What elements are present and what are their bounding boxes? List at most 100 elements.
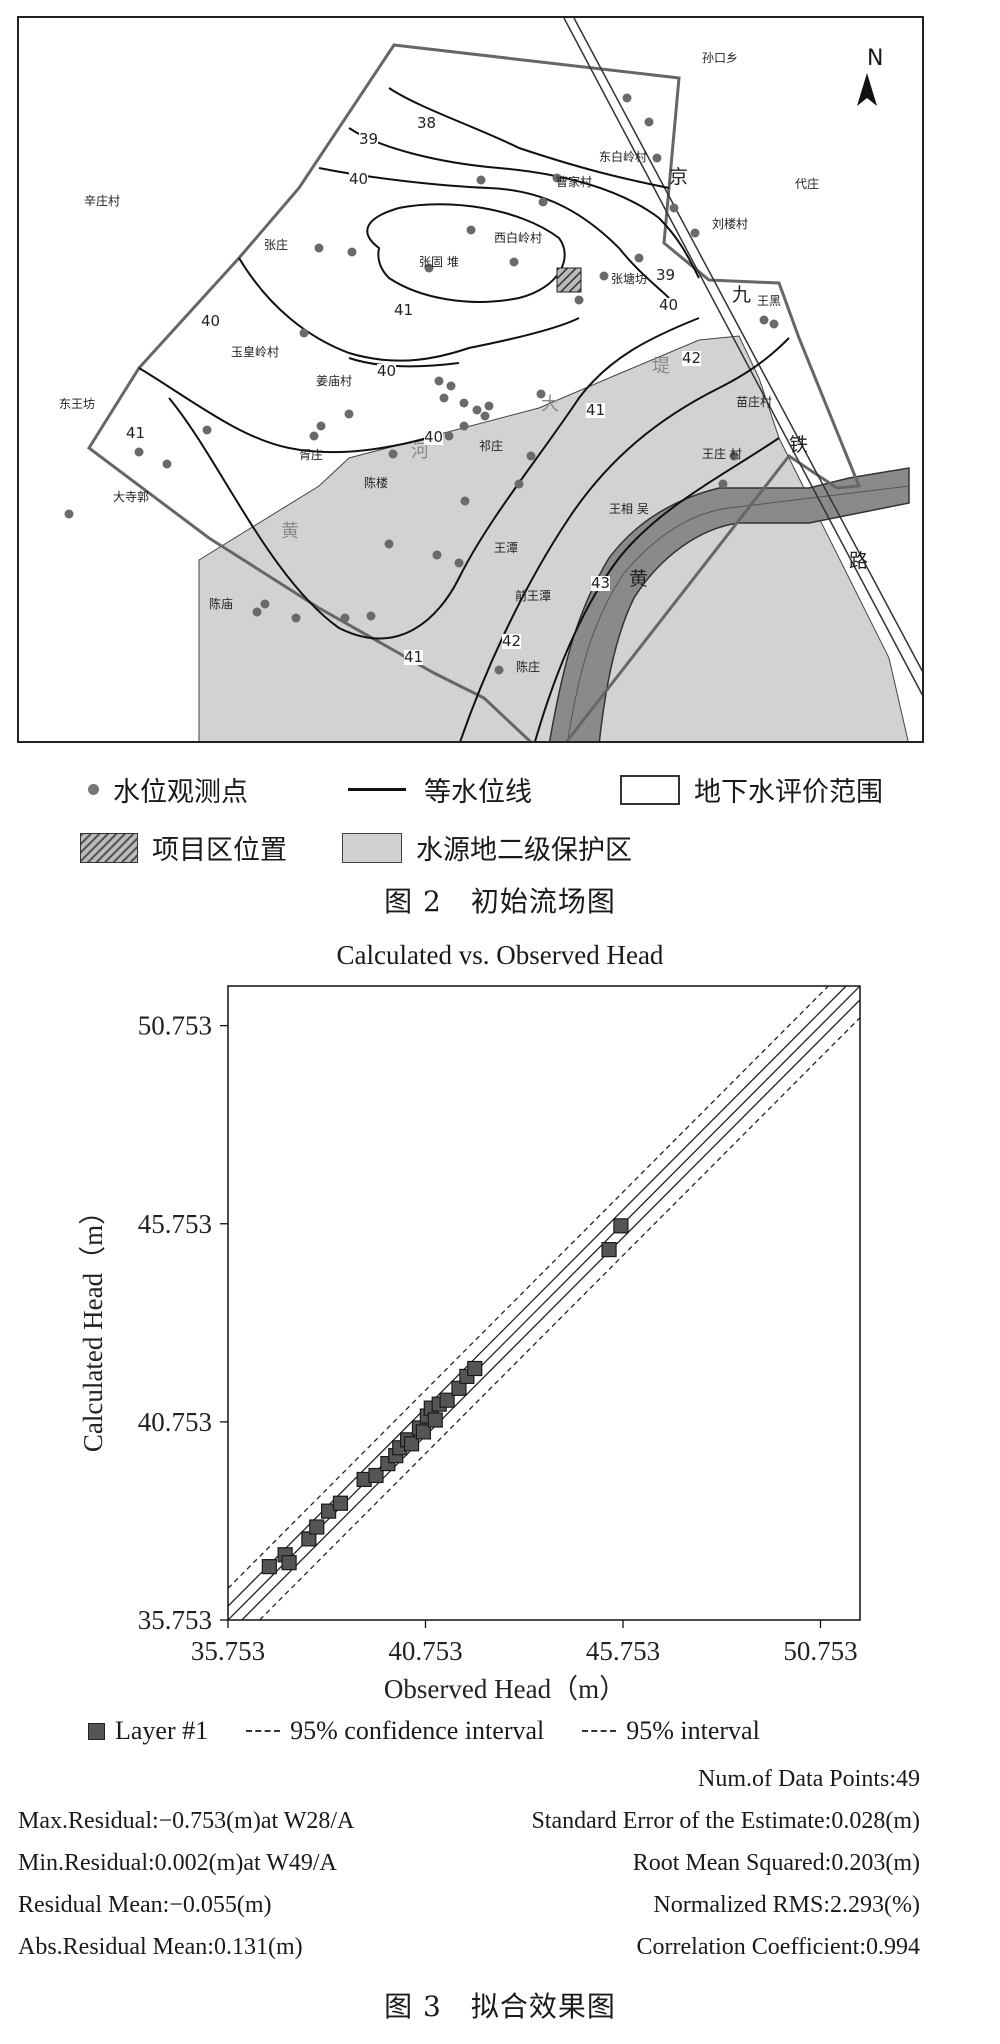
fit-lines — [228, 986, 860, 1620]
place-label: 铁 — [789, 434, 809, 456]
place-label: 张庄 — [264, 238, 289, 252]
place-label: 东王坊 — [59, 397, 96, 411]
place-label: 辛庄村 — [84, 194, 121, 208]
flow-field-map: N 孙口乡 东白岭村 京 代庄 辛庄村 曹家村 刘楼村 张庄 西白岭村 张固 堆… — [17, 16, 924, 743]
legend-label: 等水位线 — [424, 777, 532, 808]
legend-obs-point: 水位观测点 — [88, 770, 248, 809]
place-label: 姜庙村 — [316, 374, 353, 388]
place-label: 九 — [732, 284, 752, 306]
stat-max-residual: Max.Residual:−0.753(m)at W28/A — [18, 1808, 355, 1834]
eval-range-symbol — [620, 774, 680, 805]
place-label: 陈庄 — [516, 660, 541, 674]
place-label: 孙口乡 — [702, 51, 739, 65]
contour-lines — [138, 87, 790, 741]
legend-label: 水位观测点 — [113, 777, 248, 808]
place-label: 陈庙 — [209, 597, 234, 611]
place-label: 堤 — [652, 356, 670, 377]
stat-rms: Root Mean Squared:0.203(m) — [632, 1850, 920, 1876]
legend-eval-range: 地下水评价范围 — [620, 770, 883, 809]
data-point — [321, 1503, 337, 1519]
data-point — [301, 1531, 317, 1547]
contour-label: 41 — [126, 424, 146, 442]
place-label: 代庄 — [795, 177, 820, 191]
contour-label: 40 — [659, 296, 679, 314]
place-label: 曹家村 — [556, 175, 593, 189]
project-area — [556, 267, 582, 293]
place-label: 祁庄 — [479, 439, 504, 453]
confidence-interval-lower — [258, 1017, 860, 1620]
project-area-symbol — [80, 832, 138, 863]
map-drawing — [64, 18, 922, 741]
place-label: 路 — [849, 550, 869, 572]
protection-zone-symbol — [342, 832, 402, 863]
figure-2-caption: 图 2 初始流场图 — [384, 885, 616, 918]
y-tick-label: 40.753 — [138, 1407, 212, 1437]
stat-residual-mean: Residual Mean:−0.055(m) — [18, 1892, 272, 1918]
x-tick-label: 50.753 — [783, 1636, 857, 1666]
x-tick-label: 35.753 — [191, 1636, 265, 1666]
legend-label: 项目区位置 — [152, 835, 287, 866]
chart-legend: Layer #1 95% confidence interval 95% int… — [88, 1713, 968, 1749]
y-axis-label: Calculated Head（m） — [78, 1198, 108, 1452]
data-point — [261, 1559, 277, 1575]
data-point — [601, 1242, 617, 1258]
data-point — [415, 1424, 432, 1440]
legend-contour: 等水位线 — [348, 770, 532, 809]
data-point — [451, 1380, 467, 1396]
stat-correlation: Correlation Coefficient:0.994 — [636, 1934, 921, 1960]
plot-frame — [227, 985, 861, 1621]
y-tick-label: 50.753 — [138, 1011, 212, 1041]
contour-label: 39 — [656, 266, 676, 284]
place-label: 陈楼 — [364, 476, 389, 490]
map-legend: 水位观测点 等水位线 地下水评价范围 项目区位置 水源地二级保护区 — [80, 770, 940, 880]
place-label: 大 — [541, 394, 559, 415]
place-label: 苗庄村 — [736, 395, 773, 409]
legend-label: 水源地二级保护区 — [416, 835, 632, 866]
place-label: 河 — [411, 441, 429, 462]
chart-layer: 35.753 40.753 45.753 50.753 35.753 40.753 45.7… — [138, 985, 861, 1666]
legend-series-label: Layer #1 — [115, 1716, 209, 1745]
stat-std-error: Standard Error of the Estimate:0.028(m) — [531, 1808, 920, 1834]
contour-label: 40 — [377, 362, 397, 380]
legend-project: 项目区位置 — [80, 828, 287, 867]
y-tick-label: 45.753 — [138, 1209, 212, 1239]
evaluation-boundary — [86, 43, 862, 741]
contour-label: 41 — [586, 401, 606, 419]
place-label: 王潭 — [494, 541, 519, 555]
contour-line-symbol — [348, 788, 406, 791]
legend-square-icon — [88, 1722, 105, 1740]
place-label: 西白岭村 — [494, 231, 543, 245]
figure-3-caption: 图 3 拟合效果图 — [384, 1990, 616, 2023]
y-tick-label: 35.753 — [138, 1605, 212, 1635]
observation-points — [64, 93, 779, 675]
contour-label: 41 — [404, 648, 424, 666]
place-label: 刘楼村 — [712, 217, 749, 231]
data-point — [467, 1360, 483, 1377]
contour-label: 40 — [201, 312, 221, 330]
contour-label: 42 — [502, 632, 522, 650]
legend-interval-label: 95% interval — [626, 1716, 760, 1745]
stat-abs-residual-mean: Abs.Residual Mean:0.131(m) — [18, 1934, 303, 1960]
contour-label: 40 — [424, 428, 444, 446]
place-label: 胥庄 — [299, 448, 324, 462]
data-point — [403, 1436, 420, 1452]
data-point — [427, 1412, 443, 1428]
obs-point-symbol — [88, 784, 99, 795]
fit-line-lower — [240, 999, 860, 1620]
stat-num-points: Num.of Data Points:49 — [698, 1766, 920, 1792]
place-label: 京 — [669, 166, 689, 188]
contour-label: 43 — [591, 574, 611, 592]
legend-confidence-label: 95% confidence interval — [290, 1716, 545, 1745]
stat-min-residual: Min.Residual:0.002(m)at W49/A — [18, 1850, 337, 1876]
legend-label: 地下水评价范围 — [694, 777, 883, 808]
place-label: 东白岭村 — [599, 150, 648, 164]
place-label: 前王潭 — [515, 589, 552, 603]
x-axis-label: Observed Head（m） — [384, 1674, 626, 1704]
north-label: N — [867, 46, 884, 71]
legend-dash-icon — [246, 1730, 281, 1732]
place-label: 大寺郭 — [113, 490, 150, 504]
railway-line-b — [573, 18, 922, 673]
chart-title: Calculated vs. Observed Head — [336, 940, 664, 970]
legend-dash-icon — [582, 1730, 617, 1732]
yellow-river-inner — [567, 485, 910, 741]
